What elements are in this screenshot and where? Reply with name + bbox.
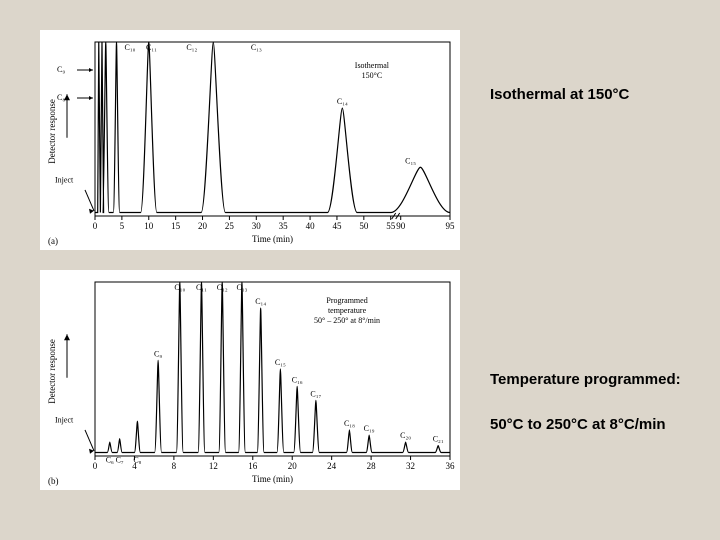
svg-text:55: 55	[386, 221, 396, 231]
svg-text:C₁₉: C₁₉	[364, 424, 375, 433]
svg-text:10: 10	[144, 221, 154, 231]
svg-text:C₁₈: C₁₈	[344, 419, 355, 428]
svg-text:150°C: 150°C	[362, 71, 383, 80]
caption-text: 50°C to 250°C at 8°C/min	[490, 416, 666, 433]
svg-text:C₁₄: C₁₄	[255, 297, 266, 306]
svg-text:(a): (a)	[48, 236, 58, 246]
svg-text:Programmed: Programmed	[326, 296, 367, 305]
svg-text:50° – 250° at 8°/min: 50° – 250° at 8°/min	[314, 316, 380, 325]
svg-text:20: 20	[288, 461, 298, 471]
svg-text:C₁₃: C₁₃	[251, 43, 262, 52]
svg-text:C₂₁: C₂₁	[433, 435, 444, 444]
svg-text:35: 35	[279, 221, 289, 231]
svg-text:C₁₂: C₁₂	[186, 43, 197, 52]
svg-text:50: 50	[359, 221, 369, 231]
svg-text:Detector response: Detector response	[47, 99, 57, 164]
svg-text:C₇: C₇	[116, 456, 124, 465]
caption-text: Isothermal at 150°C	[490, 86, 629, 103]
svg-text:C₁₅: C₁₅	[275, 358, 286, 367]
svg-text:(b): (b)	[48, 476, 59, 486]
svg-text:5: 5	[120, 221, 125, 231]
caption-isothermal: Isothermal at 150°C	[490, 85, 690, 105]
svg-text:90: 90	[396, 221, 406, 231]
caption-programmed-label: Temperature programmed:	[490, 370, 690, 390]
svg-text:24: 24	[327, 461, 337, 471]
svg-text:C₈: C₈	[57, 93, 65, 102]
svg-text:28: 28	[367, 461, 377, 471]
svg-text:25: 25	[225, 221, 235, 231]
svg-text:Inject: Inject	[55, 416, 74, 425]
svg-text:C₁₀: C₁₀	[124, 43, 135, 52]
svg-text:C₉: C₉	[57, 65, 65, 74]
svg-text:C₈: C₈	[133, 456, 141, 465]
svg-text:Inject: Inject	[55, 176, 74, 185]
svg-text:15: 15	[171, 221, 181, 231]
svg-text:Isothermal: Isothermal	[355, 61, 390, 70]
svg-text:C₁₀: C₁₀	[174, 283, 185, 292]
caption-programmed-detail: 50°C to 250°C at 8°C/min	[490, 415, 690, 435]
svg-text:32: 32	[406, 461, 415, 471]
svg-text:16: 16	[248, 461, 258, 471]
svg-text:C₆: C₆	[106, 456, 114, 465]
svg-text:36: 36	[446, 461, 456, 471]
svg-text:Time (min): Time (min)	[252, 474, 293, 484]
chromatogram-isothermal: Detector response05101520253035404550559…	[40, 30, 460, 250]
chromatogram-programmed: Detector response04812162024283236Time (…	[40, 270, 460, 490]
svg-text:C₁₇: C₁₇	[310, 389, 321, 398]
svg-text:temperature: temperature	[328, 306, 367, 315]
svg-text:C₁₂: C₁₂	[217, 283, 228, 292]
svg-text:12: 12	[209, 461, 218, 471]
svg-text:C₁₆: C₁₆	[292, 375, 303, 384]
svg-text:30: 30	[252, 221, 262, 231]
svg-text:95: 95	[446, 221, 456, 231]
svg-text:C₁₁: C₁₁	[196, 283, 207, 292]
svg-text:C₁₁: C₁₁	[146, 43, 157, 52]
svg-text:0: 0	[93, 461, 98, 471]
svg-text:Detector response: Detector response	[47, 339, 57, 404]
svg-text:C₂₀: C₂₀	[400, 431, 411, 440]
svg-text:8: 8	[172, 461, 177, 471]
svg-text:0: 0	[93, 221, 98, 231]
svg-text:45: 45	[332, 221, 342, 231]
svg-text:20: 20	[198, 221, 208, 231]
svg-text:Time (min): Time (min)	[252, 234, 293, 244]
svg-text:C₁₄: C₁₄	[337, 97, 348, 106]
caption-text: Temperature programmed:	[490, 371, 681, 388]
svg-text:C₁₅: C₁₅	[405, 156, 416, 165]
svg-text:40: 40	[306, 221, 316, 231]
svg-text:C₉: C₉	[154, 349, 162, 358]
svg-text:C₁₃: C₁₃	[236, 283, 247, 292]
